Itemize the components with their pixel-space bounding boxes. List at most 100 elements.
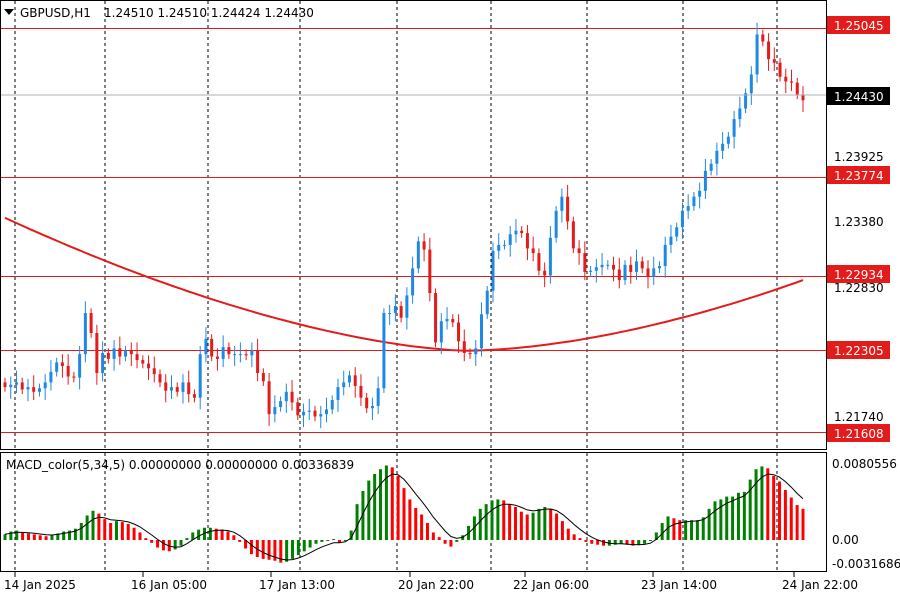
macd-bar xyxy=(648,540,652,541)
candle-body xyxy=(422,241,426,250)
candle-body xyxy=(680,210,684,228)
time-axis: 14 Jan 2025 16 Jan 05:00 17 Jan 13:00 20… xyxy=(4,572,858,592)
macd-bar xyxy=(795,505,799,540)
macd-bar xyxy=(443,540,447,544)
level-tag-bg xyxy=(827,424,890,442)
candle-body xyxy=(284,391,288,402)
macd-bar xyxy=(596,540,600,545)
candle-body xyxy=(428,249,432,294)
macd-bar xyxy=(9,531,13,540)
candle-body xyxy=(106,353,110,359)
macd-bar xyxy=(736,492,740,540)
macd-bar xyxy=(684,520,688,540)
candle-body xyxy=(307,410,311,412)
candle-body xyxy=(290,391,294,403)
candle-body xyxy=(508,234,512,245)
candle-body xyxy=(652,268,656,277)
macd-bar xyxy=(408,499,412,540)
macd-bar xyxy=(208,527,212,540)
candle-body xyxy=(692,196,696,207)
candle-body xyxy=(485,290,489,315)
macd-bar xyxy=(50,535,54,540)
macd-bar xyxy=(414,507,418,540)
candle-body xyxy=(261,372,265,382)
macd-bar xyxy=(513,506,517,540)
candle-body xyxy=(244,354,248,356)
macd-bar xyxy=(602,540,605,546)
macd-bar xyxy=(584,540,588,542)
candle-body xyxy=(531,248,535,254)
time-tick-label: 20 Jan 22:00 xyxy=(398,578,474,592)
candle-body xyxy=(192,394,196,398)
candle-body xyxy=(49,371,53,383)
macd-bar xyxy=(285,540,289,562)
macd-bar xyxy=(114,521,118,540)
candle-body xyxy=(715,150,719,164)
macd-bar xyxy=(690,520,694,540)
level-lines[interactable] xyxy=(0,28,826,433)
macd-bar xyxy=(508,504,512,540)
macd-bar xyxy=(484,504,488,540)
candle-body xyxy=(732,119,736,137)
macd-bar xyxy=(26,533,30,540)
macd-bar xyxy=(279,540,283,563)
candle-body xyxy=(749,74,753,94)
macd-bar xyxy=(384,465,388,540)
macd-bar xyxy=(302,540,306,552)
candle-body xyxy=(399,305,403,318)
candle-body xyxy=(129,350,133,355)
candle-body xyxy=(675,227,679,237)
macd-bar xyxy=(742,491,746,540)
candle-body xyxy=(181,382,185,392)
candle-body xyxy=(55,362,59,372)
macd-bar xyxy=(437,537,441,540)
macd-bar xyxy=(760,466,764,540)
macd-bar xyxy=(220,529,224,540)
macd-bar xyxy=(519,511,523,540)
candle-body xyxy=(164,382,168,391)
macd-bar xyxy=(314,540,318,544)
candle-body xyxy=(147,363,151,369)
macd-bar xyxy=(566,528,570,540)
candle-body xyxy=(95,333,99,373)
level-tag-bg xyxy=(827,341,890,359)
collapse-triangle-icon[interactable] xyxy=(4,9,14,15)
price-grid xyxy=(14,1,778,449)
candle-body xyxy=(663,244,667,267)
symbol-label: GBPUSD,H1 xyxy=(20,6,91,20)
candle-body xyxy=(445,318,449,322)
level-tag-bg xyxy=(827,166,890,184)
macd-bar xyxy=(68,530,72,540)
macd-bar xyxy=(185,538,189,540)
candle-body xyxy=(169,387,173,391)
candle-body xyxy=(451,318,455,323)
macd-bar xyxy=(191,532,195,540)
macd-bar xyxy=(701,517,705,540)
candle-body xyxy=(721,143,725,151)
macd-bar xyxy=(754,469,758,540)
candle-body xyxy=(227,347,231,355)
macd-bar xyxy=(625,540,629,545)
macd-bar xyxy=(578,538,582,540)
macd-bar xyxy=(255,540,259,557)
candle-body xyxy=(761,34,765,42)
macd-bar xyxy=(161,540,165,551)
macd-bar xyxy=(32,534,36,540)
macd-bar xyxy=(502,500,506,540)
macd-bar xyxy=(337,540,341,543)
candle-body xyxy=(43,382,47,389)
macd-bar xyxy=(543,506,547,540)
candle-body xyxy=(296,402,300,416)
macd-bar xyxy=(373,473,377,540)
candle-body xyxy=(617,269,621,281)
macd-bar xyxy=(267,540,271,560)
macd-bar xyxy=(455,540,459,542)
macd-bar xyxy=(44,536,48,540)
macd-bar xyxy=(232,535,236,540)
candle-body xyxy=(347,375,351,383)
candle-body xyxy=(382,313,386,389)
time-tick-label: 16 Jan 05:00 xyxy=(131,578,207,592)
candle-body xyxy=(14,382,18,385)
macd-bar xyxy=(355,504,359,540)
